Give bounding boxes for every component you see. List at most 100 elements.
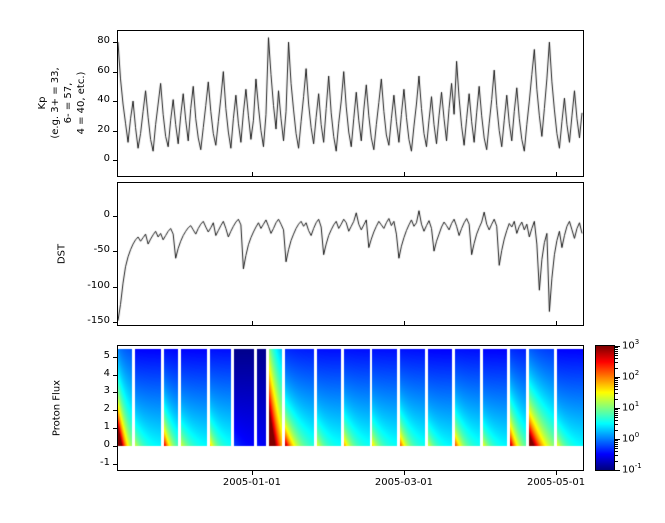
- colorbar-minor-tick-mark: [615, 384, 618, 385]
- x-tick-label: 2005-01-01: [222, 477, 281, 488]
- colorbar: [595, 345, 615, 471]
- x-tick-mark: [556, 172, 557, 176]
- x-tick-mark: [404, 321, 405, 325]
- y-tick-mark: [113, 357, 118, 358]
- colorbar-minor-tick-mark: [615, 440, 618, 441]
- x-tick-mark: [252, 470, 253, 475]
- x-tick-mark: [404, 470, 405, 475]
- colorbar-tick-exponent: 3: [634, 338, 640, 346]
- colorbar-tick-base: 10: [622, 371, 635, 383]
- y-tick-label: 0: [103, 153, 110, 165]
- colorbar-minor-tick-mark: [615, 386, 618, 387]
- y-tick-label: 0: [103, 438, 110, 450]
- x-tick-mark: [556, 321, 557, 325]
- colorbar-minor-tick-mark: [615, 411, 618, 412]
- colorbar-tick-exponent: 2: [634, 369, 640, 377]
- y-tick-mark: [113, 322, 118, 323]
- colorbar-minor-tick-mark: [615, 358, 618, 359]
- y-tick-mark: [113, 72, 118, 73]
- y-tick-label: 5: [103, 349, 110, 361]
- colorbar-minor-tick-mark: [615, 413, 618, 414]
- y-tick-mark: [113, 101, 118, 102]
- colorbar-minor-tick-mark: [615, 393, 618, 394]
- colorbar-tick-base: 10: [622, 433, 635, 445]
- colorbar-tick-mark: [615, 346, 620, 347]
- y-tick-label: -1: [100, 456, 110, 468]
- y-tick-mark: [113, 160, 118, 161]
- colorbar-minor-tick-mark: [615, 382, 618, 383]
- colorbar-tick-label: 101: [622, 400, 639, 413]
- colorbar-minor-tick-mark: [615, 349, 618, 350]
- colorbar-minor-tick-mark: [615, 446, 618, 447]
- y-tick-mark: [113, 216, 118, 217]
- colorbar-minor-tick-mark: [615, 444, 618, 445]
- y-tick-label: 1: [103, 421, 110, 433]
- y-tick-mark: [113, 464, 118, 465]
- kp-axis-label-line: Kp: [37, 96, 48, 110]
- colorbar-tick-label: 100: [622, 431, 639, 444]
- colorbar-minor-tick-mark: [615, 417, 618, 418]
- colorbar-minor-tick-mark: [615, 442, 618, 443]
- colorbar-tick-exponent: -1: [634, 462, 642, 470]
- kp-panel: [117, 30, 584, 177]
- x-tick-mark: [252, 321, 253, 325]
- y-tick-label: 2: [103, 403, 110, 415]
- y-tick-label: 20: [97, 123, 110, 135]
- y-tick-label: 4: [103, 367, 110, 379]
- colorbar-minor-tick-mark: [615, 409, 618, 410]
- y-tick-mark: [113, 375, 118, 376]
- colorbar-minor-tick-mark: [615, 378, 618, 379]
- colorbar-minor-tick-mark: [615, 399, 618, 400]
- colorbar-minor-tick-mark: [615, 451, 618, 452]
- colorbar-minor-tick-mark: [615, 362, 618, 363]
- colorbar-minor-tick-mark: [615, 347, 618, 348]
- x-tick-mark: [404, 172, 405, 176]
- colorbar-minor-tick-mark: [615, 415, 618, 416]
- y-tick-label: -100: [87, 279, 110, 291]
- colorbar-gradient: [596, 346, 614, 470]
- y-tick-mark: [113, 42, 118, 43]
- y-tick-label: 80: [97, 35, 110, 47]
- colorbar-tick-base: 10: [622, 464, 635, 476]
- x-tick-label: 2005-05-01: [526, 477, 586, 488]
- colorbar-tick-base: 10: [622, 402, 635, 414]
- dst-panel: [117, 182, 584, 326]
- y-tick-label: 0: [103, 208, 110, 220]
- y-tick-mark: [113, 392, 118, 393]
- x-tick-mark: [252, 172, 253, 176]
- proton-flux-heatmap: [118, 346, 583, 470]
- colorbar-minor-tick-mark: [615, 355, 618, 356]
- colorbar-tick-mark: [615, 470, 620, 471]
- colorbar-minor-tick-mark: [615, 353, 618, 354]
- y-tick-label: 3: [103, 385, 110, 397]
- y-tick-label: -150: [87, 315, 110, 327]
- x-tick-label: 2005-03-01: [374, 477, 434, 488]
- colorbar-tick-label: 103: [622, 338, 639, 351]
- y-tick-mark: [113, 446, 118, 447]
- colorbar-tick-label: 102: [622, 369, 639, 382]
- y-tick-label: 40: [97, 94, 110, 106]
- colorbar-minor-tick-mark: [615, 420, 618, 421]
- y-tick-mark: [113, 131, 118, 132]
- colorbar-minor-tick-mark: [615, 461, 618, 462]
- colorbar-minor-tick-mark: [615, 380, 618, 381]
- colorbar-tick-base: 10: [622, 340, 635, 352]
- colorbar-tick-exponent: 1: [634, 400, 640, 408]
- y-tick-mark: [113, 410, 118, 411]
- colorbar-minor-tick-mark: [615, 424, 618, 425]
- y-tick-label: 60: [97, 64, 110, 76]
- colorbar-minor-tick-mark: [615, 389, 618, 390]
- colorbar-minor-tick-mark: [615, 448, 618, 449]
- y-tick-mark: [113, 287, 118, 288]
- y-tick-mark: [113, 428, 118, 429]
- kp-line-plot: [118, 31, 583, 176]
- colorbar-tick-label: 10-1: [622, 462, 642, 475]
- y-tick-label: -50: [93, 244, 110, 256]
- colorbar-tick-exponent: 0: [634, 431, 640, 439]
- dst-line-plot: [118, 183, 583, 325]
- y-tick-mark: [113, 251, 118, 252]
- colorbar-minor-tick-mark: [615, 351, 618, 352]
- colorbar-minor-tick-mark: [615, 430, 618, 431]
- colorbar-tick-mark: [615, 377, 620, 378]
